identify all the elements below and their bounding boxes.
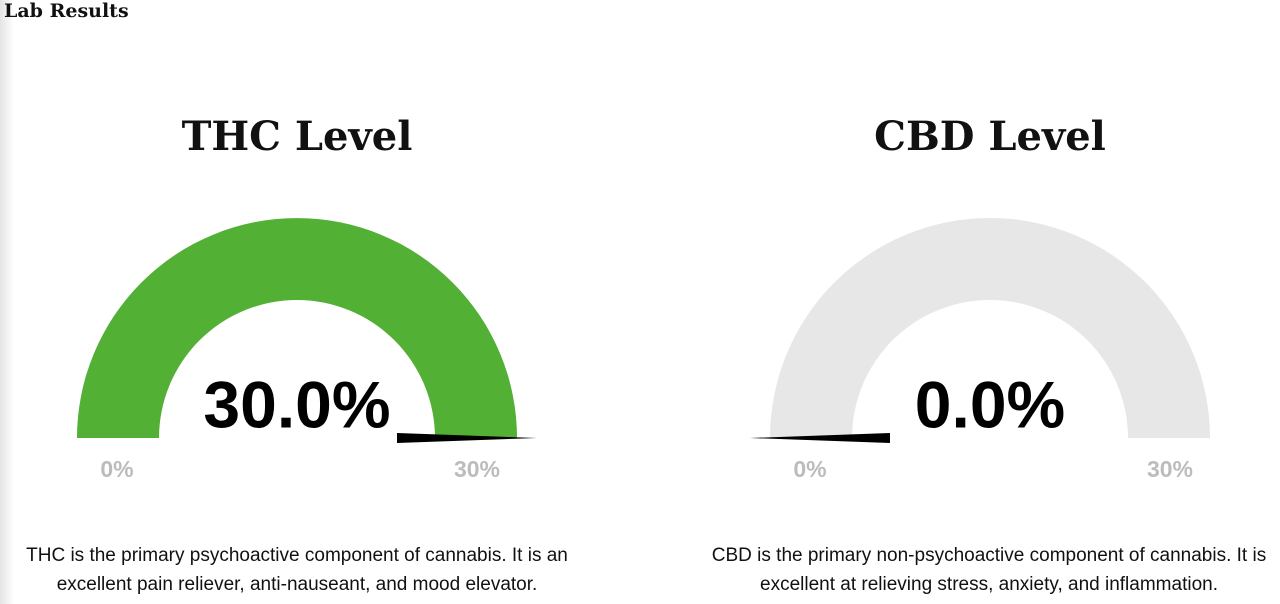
- gauge-title: CBD Level: [874, 113, 1106, 160]
- gauge-value: 30.0%: [203, 367, 390, 441]
- description: THC is the primary psychoactive componen…: [26, 545, 568, 595]
- gauge-fill: [77, 218, 517, 438]
- gauge-range-label: 0%: [100, 456, 133, 482]
- gauge-needle: [750, 433, 890, 443]
- page-title: Lab Results: [4, 0, 129, 22]
- gauge-range-label: 30%: [1147, 456, 1193, 482]
- gauge-needle: [397, 433, 537, 443]
- gauge-range-label: 0%: [793, 456, 826, 482]
- gauge-track: [770, 218, 1210, 438]
- gauge-title: THC Level: [182, 113, 413, 160]
- gauge-value: 0.0%: [915, 367, 1065, 441]
- edge-shadow: [0, 0, 14, 604]
- gauge-range-label: 30%: [454, 456, 500, 482]
- description: CBD is the primary non-psychoactive comp…: [711, 545, 1267, 595]
